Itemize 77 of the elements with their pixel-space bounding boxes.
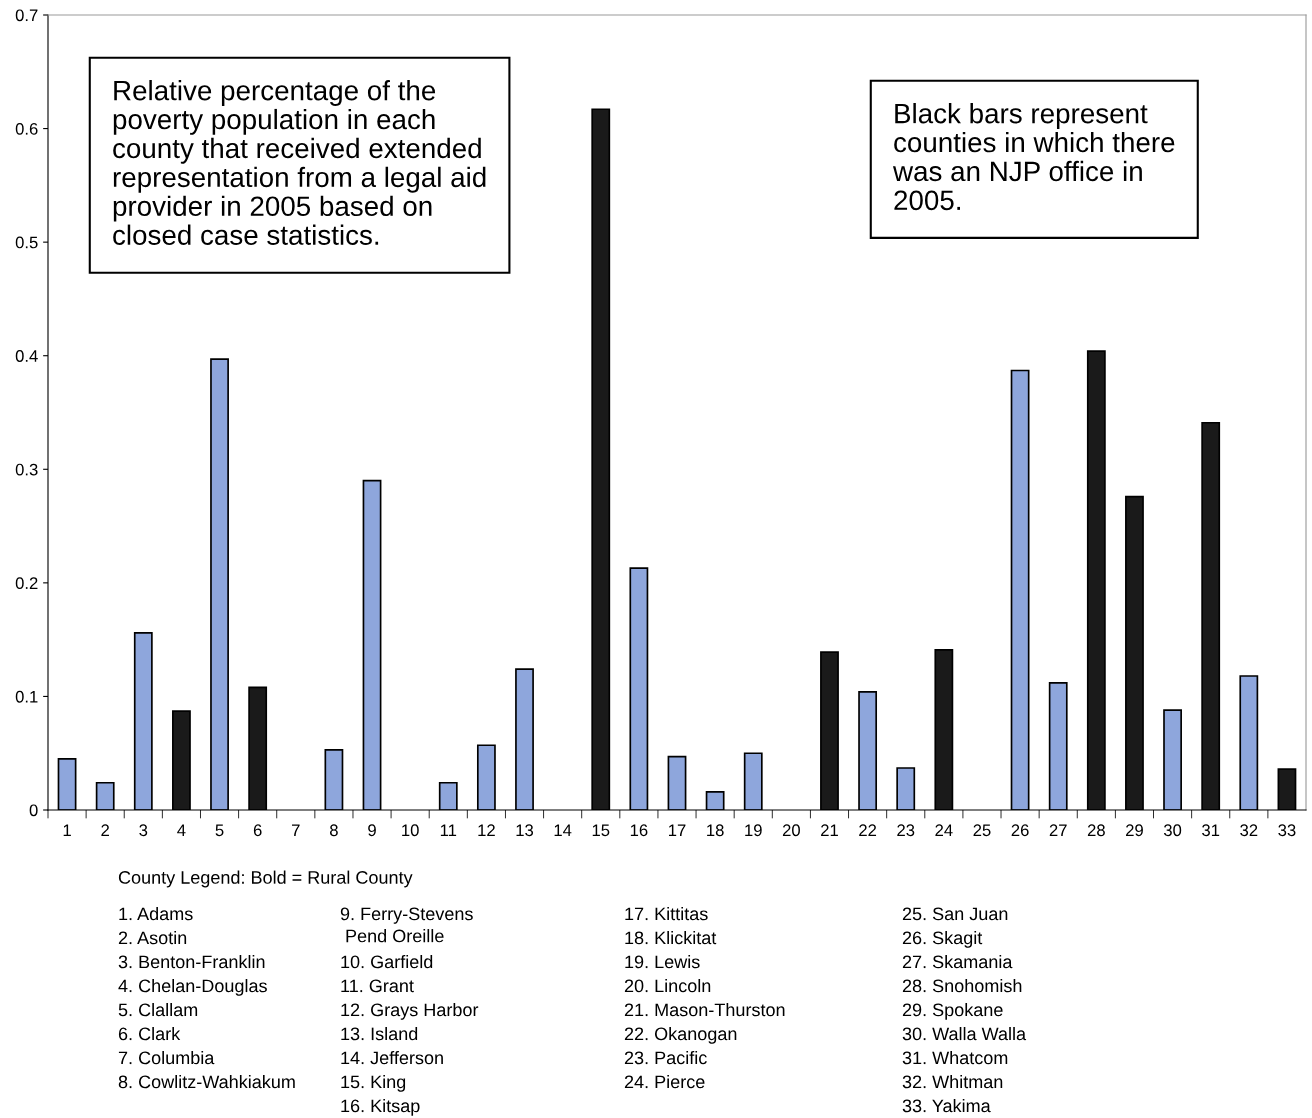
x-tick-label: 16	[630, 824, 648, 837]
text: 12. Grays Harbor	[341, 1003, 479, 1020]
text: 25. San Juan	[902, 907, 1008, 921]
x-tick-label: 18	[707, 824, 724, 837]
text: 8. Cowlitz-Wahkiakum	[118, 1075, 295, 1089]
x-tick-label: 17	[669, 824, 686, 836]
x-tick-label: 8	[330, 824, 338, 837]
x-tick-label: 32	[1240, 824, 1258, 837]
text: 10. Garfield	[341, 955, 433, 969]
x-tick-label: 21	[821, 824, 838, 836]
x-tick-label: 15	[592, 824, 610, 837]
x-tick-label: 2	[101, 824, 109, 836]
x-tick-label: 33	[1278, 824, 1296, 837]
x-tick-label: 24	[935, 824, 953, 836]
x-tick-label: 29	[1126, 824, 1143, 837]
x-tick-label: 5	[215, 824, 224, 837]
text: 11. Grant	[341, 979, 414, 993]
y-tick-label: 0.2	[15, 577, 38, 590]
text: 29. Spokane	[902, 1003, 1003, 1020]
y-tick-label: 0.3	[15, 463, 38, 476]
text: 13. Island	[341, 1027, 418, 1041]
x-tick-label: 13	[516, 824, 534, 837]
text: 4. Chelan-Douglas	[118, 979, 267, 996]
y-tick-label: 0.4	[15, 350, 38, 362]
text: 19. Lewis	[625, 955, 700, 969]
text: 33. Yakima	[902, 1099, 991, 1113]
x-tick-label: 3	[139, 824, 148, 837]
x-tick-label: 23	[897, 824, 915, 837]
text: 20. Lincoln	[624, 979, 711, 993]
text: 24. Pierce	[624, 1075, 705, 1089]
text: 15. King	[341, 1075, 406, 1092]
text: 21. Mason-Thurston	[624, 1003, 785, 1017]
x-tick-label: 9	[368, 824, 376, 837]
text: County Legend: Bold = Rural County	[118, 870, 413, 888]
y-tick-label: 0.1	[15, 690, 38, 703]
text: 30. Walla Walla	[902, 1027, 1027, 1041]
text: 9. Ferry-Stevens Pend Oreille	[340, 907, 473, 943]
y-tick-label: 0.6	[15, 122, 38, 135]
x-tick-label: 4	[177, 824, 186, 836]
text: 27. Skamania	[902, 955, 1013, 969]
x-tick-label: 25	[973, 824, 991, 837]
y-tick-label: 0	[29, 804, 38, 817]
text: 3. Benton-Franklin	[118, 955, 265, 969]
text: 28. Snohomish	[902, 979, 1022, 993]
x-tick-label: 20	[782, 824, 800, 837]
text: 6. Clark	[118, 1027, 181, 1041]
x-tick-label: 7	[292, 824, 300, 836]
text: 32. Whitman	[902, 1075, 1003, 1089]
x-tick-label: 10	[402, 824, 419, 837]
y-tick-label: 0.7	[15, 9, 38, 22]
annotation: Black bars represent counties in which there was an NJP office in 2005.	[892, 103, 1175, 211]
x-tick-label: 31	[1202, 824, 1220, 837]
x-tick-label: 30	[1163, 824, 1182, 837]
text: 17. Kittitas	[625, 907, 708, 921]
x-tick-label: 26	[1011, 824, 1029, 837]
text: 22. Okanogan	[624, 1027, 737, 1044]
x-tick-label: 27	[1049, 824, 1067, 836]
x-tick-label: 14	[554, 824, 572, 836]
text: 5. Clallam	[118, 1003, 198, 1017]
text: 2. Asotin	[118, 931, 187, 945]
text: 26. Skagit	[902, 931, 983, 948]
text: 7. Columbia	[118, 1051, 215, 1065]
x-tick-label: 28	[1087, 824, 1105, 837]
x-tick-label: 12	[478, 824, 495, 836]
x-tick-label: 1	[63, 824, 71, 836]
y-tick-label: 0.5	[15, 236, 38, 249]
x-tick-label: 6	[253, 824, 262, 837]
text: 14. Jefferson	[341, 1051, 443, 1065]
x-tick-label: 19	[745, 824, 762, 837]
annotation: Relative percentage of the poverty population in each county that received extended representation from a legal aid provider in 2005 based on closed case statistics.	[113, 80, 486, 245]
text: 1. Adams	[119, 907, 193, 921]
x-tick-label: 11	[440, 824, 457, 836]
text: 16. Kitsap	[341, 1099, 420, 1116]
text: 23. Pacific	[624, 1051, 707, 1065]
x-tick-label: 22	[859, 824, 877, 836]
text: 31. Whatcom	[902, 1051, 1008, 1065]
text: 18. Klickitat	[625, 931, 717, 945]
